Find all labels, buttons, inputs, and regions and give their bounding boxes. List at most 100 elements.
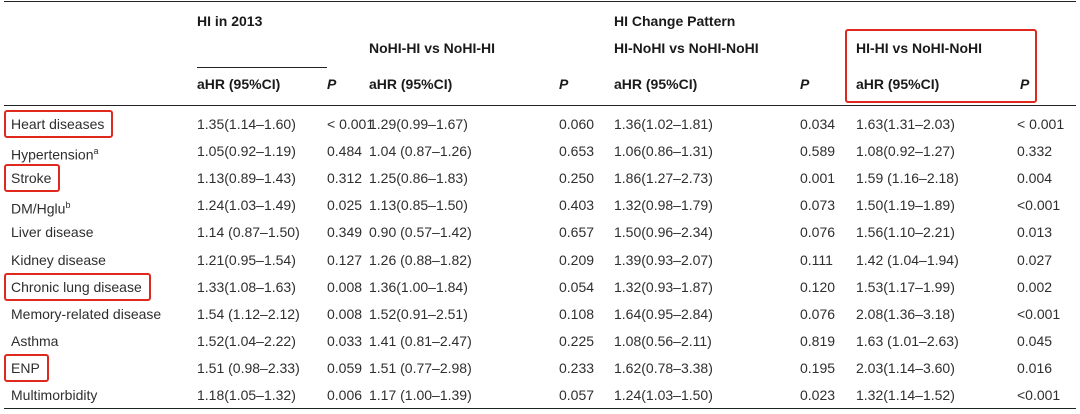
header-p-1: P [327,76,337,92]
cell-p-2013: 0.008 [327,305,363,322]
cell-ahr-nohi-hi: 1.04 (0.87–1.26) [369,143,472,160]
cell-p-hi-nohi: 0.120 [800,278,836,295]
row-label: Kidney disease [11,252,106,268]
cell-ahr-2013: 1.35(1.14–1.60) [197,116,296,132]
header-hi-nohi: HI-NoHI vs NoHI-NoHI [614,40,759,56]
cell-ahr-nohi-hi: 1.51 (0.77–2.98) [369,359,472,376]
cell-ahr-hi-hi: 1.42 (1.04–1.94) [856,251,959,268]
row-label-text: Asthma [11,332,59,349]
cell-p-hi-nohi: 0.819 [800,332,836,349]
cell-p-2013: 0.059 [327,359,363,376]
header-p-2: P [559,76,569,92]
cell-p-hi-nohi: 0.034 [800,116,836,132]
cell-ahr-hi-hi: 1.59 (1.16–2.18) [856,170,959,187]
header-p-4: P [1020,76,1030,92]
row-label: Heart diseases [11,116,104,132]
cell-ahr-hi-nohi: 1.50(0.96–2.34) [614,224,713,241]
cell-p-2013: 0.312 [327,170,363,187]
header-hi-change-pattern: HI Change Pattern [614,13,736,29]
header-p-3: P [800,76,810,92]
cell-p-nohi-hi: 0.054 [559,278,595,295]
cell-p-2013: 0.484 [327,143,363,160]
cell-ahr-nohi-hi: 1.13(0.85–1.50) [369,197,468,214]
row-label: Asthma [11,333,58,349]
row-label-text: ENP [11,359,40,376]
cell-p-hi-hi: <0.001 [1017,305,1061,322]
cell-ahr-2013: 1.51 (0.98–2.33) [197,359,300,376]
header-ahr-2: aHR (95%CI) [369,76,453,92]
cell-p-hi-hi: 0.016 [1017,359,1053,376]
footnote-marker: b [65,200,71,211]
cell-p-hi-hi: <0.001 [1017,197,1061,214]
cell-p-nohi-hi: 0.250 [559,170,595,187]
cell-ahr-hi-nohi: 1.24(1.03–1.50) [614,387,713,403]
cell-ahr-nohi-hi: 1.41 (0.81–2.47) [369,332,472,349]
cell-ahr-nohi-hi: 1.25(0.86–1.83) [369,170,468,187]
header-bottom-rule [4,105,1076,106]
highlight-box-hihi-column [845,29,1037,103]
cell-p-nohi-hi: 0.060 [559,116,595,132]
cell-p-nohi-hi: 0.233 [559,359,595,376]
cell-p-hi-nohi: 0.076 [800,224,836,241]
cell-ahr-hi-hi: 1.56(1.10–2.21) [856,224,955,241]
cell-ahr-nohi-hi: 1.17 (1.00–1.39) [369,387,472,403]
row-label: Liver disease [11,224,94,240]
cell-ahr-hi-hi: 1.32(1.14–1.52) [856,387,955,403]
cell-p-hi-nohi: 0.111 [800,251,833,268]
cell-ahr-hi-nohi: 1.86(1.27–2.73) [614,170,713,187]
cell-p-2013: < 0.001 [327,116,375,132]
row-label-text: Stroke [11,170,52,187]
cell-p-nohi-hi: 0.653 [559,143,595,160]
row-label: Hypertensiona [11,143,99,163]
header-ahr-1: aHR (95%CI) [197,76,281,92]
cell-p-hi-hi: < 0.001 [1017,116,1065,132]
cell-p-hi-nohi: 0.073 [800,197,836,214]
row-label-text: Heart diseases [11,116,105,132]
cell-ahr-hi-hi: 2.08(1.36–3.18) [856,305,955,322]
row-label-text: DM/Hglu [11,200,66,217]
cell-p-nohi-hi: 0.225 [559,332,595,349]
cell-p-2013: 0.006 [327,387,363,403]
cell-p-hi-nohi: 0.023 [800,387,836,403]
header-ahr-4: aHR (95%CI) [856,76,940,92]
cell-p-nohi-hi: 0.057 [559,387,595,403]
row-label-text: Kidney disease [11,251,106,268]
hi-2013-underline [197,67,327,68]
cell-ahr-hi-nohi: 1.08(0.56–2.11) [614,332,712,349]
cell-ahr-nohi-hi: 0.90 (0.57–1.42) [369,224,472,241]
cell-p-hi-nohi: 0.001 [800,170,836,187]
cell-ahr-hi-nohi: 1.62(0.78–3.38) [614,359,713,376]
cell-ahr-hi-hi: 1.63(1.31–2.03) [856,116,955,132]
row-label-text: Chronic lung disease [11,278,142,295]
row-label: Memory-related disease [11,306,161,322]
cell-p-2013: 0.349 [327,224,363,241]
cell-ahr-2013: 1.05(0.92–1.19) [197,143,296,160]
cell-ahr-2013: 1.21(0.95–1.54) [197,251,296,268]
row-label: Chronic lung disease [11,279,142,295]
bottom-rule [4,408,1076,409]
cell-p-hi-nohi: 0.076 [800,305,836,322]
cell-ahr-nohi-hi: 1.36(1.00–1.84) [369,278,468,295]
row-label: Multimorbidity [11,387,97,403]
header-nohi-hi: NoHI-HI vs NoHI-HI [369,40,495,56]
cell-ahr-2013: 1.14 (0.87–1.50) [197,224,300,241]
cell-p-2013: 0.127 [327,251,363,268]
highlight-box-row-label [4,272,151,301]
footnote-marker: a [93,146,99,157]
cell-p-nohi-hi: 0.657 [559,224,595,241]
cell-ahr-hi-nohi: 1.39(0.93–2.07) [614,251,713,268]
cell-ahr-nohi-hi: 1.52(0.91–2.51) [369,305,468,322]
cell-p-2013: 0.025 [327,197,363,214]
cell-ahr-nohi-hi: 1.29(0.99–1.67) [369,116,468,132]
row-label: ENP [11,360,40,376]
cell-ahr-2013: 1.33(1.08–1.63) [197,278,296,295]
header-hi-hi: HI-HI vs NoHI-NoHI [856,40,982,56]
cell-ahr-hi-hi: 1.63 (1.01–2.63) [856,332,959,349]
cell-p-hi-hi: 0.332 [1017,143,1053,160]
header-ahr-3: aHR (95%CI) [614,76,698,92]
cell-ahr-hi-hi: 2.03(1.14–3.60) [856,359,955,376]
row-label-text: Hypertension [11,146,94,163]
cell-p-hi-nohi: 0.589 [800,143,836,160]
cell-ahr-hi-nohi: 1.06(0.86–1.31) [614,143,713,160]
